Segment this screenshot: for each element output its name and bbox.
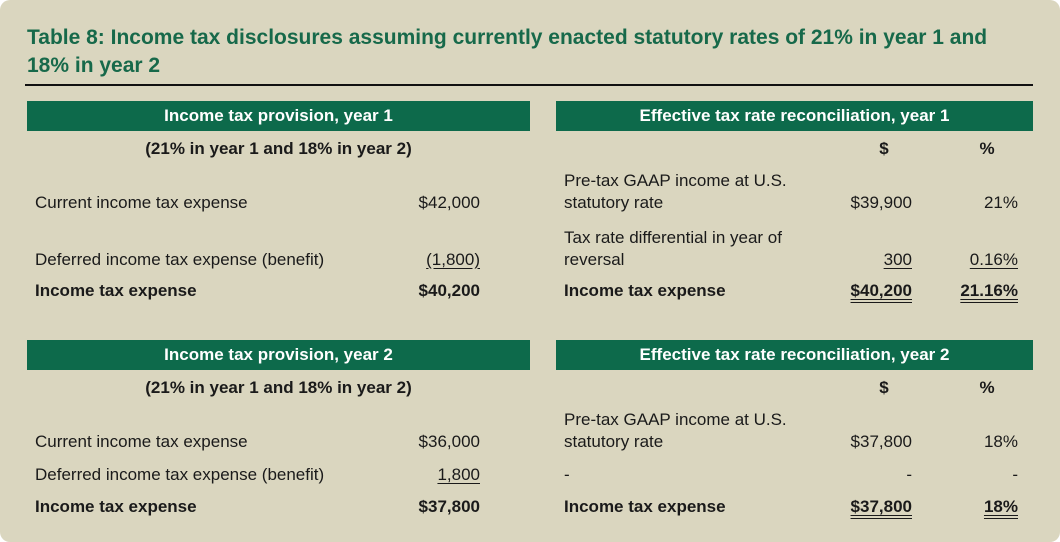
value-text: 1,800 (437, 465, 480, 484)
amount-text: $39,900 (850, 193, 912, 212)
row-value: (1,800) (426, 249, 480, 271)
row-label: Tax rate differential in year of reversa… (564, 228, 782, 269)
column-header: $ (879, 378, 889, 397)
row-percent: 21% (984, 192, 1018, 214)
row-label: Current income tax expense (35, 193, 248, 212)
title: Table 8: Income tax disclosures assuming… (27, 26, 988, 77)
value-text: (1,800) (426, 250, 480, 269)
percent-text: - (1012, 465, 1018, 484)
amount-text: 300 (883, 250, 912, 269)
row-amount: 300 (884, 249, 912, 271)
row-label: - (564, 465, 570, 484)
row-label: Deferred income tax expense (benefit) (35, 250, 325, 269)
percent-text: 0.16% (969, 250, 1018, 269)
amount-text: $37,800 (850, 432, 912, 451)
row-value: $40,200 (419, 280, 480, 302)
row-label: Deferred income tax expense (benefit) (35, 465, 325, 484)
row-value: 1,800 (437, 464, 480, 486)
panel-subtitle: (21% in year 1 and 18% in year 2) (145, 378, 412, 397)
panel-header: Income tax provision, year 2 (27, 340, 530, 370)
amount-text: - (906, 465, 912, 484)
column-header: $ (879, 139, 889, 158)
column-header: % (979, 139, 995, 158)
row-label: Pre-tax GAAP income at U.S. statutory ra… (564, 410, 787, 451)
row-percent: 18% (984, 431, 1018, 453)
amount-text: $40,200 (850, 281, 912, 300)
percent-text: 21.16% (960, 281, 1018, 300)
row-label: Income tax expense (564, 281, 726, 300)
percent-text: 21% (983, 193, 1018, 212)
row-label: Income tax expense (35, 281, 197, 300)
row-percent: 21.16% (960, 280, 1018, 302)
percent-text: 18% (983, 497, 1018, 516)
row-percent: 18% (984, 496, 1018, 518)
row-label: Current income tax expense (35, 432, 248, 451)
value-text: $36,000 (418, 432, 480, 451)
percent-text: 18% (983, 432, 1018, 451)
value-text: $37,800 (418, 497, 480, 516)
value-text: $40,200 (418, 281, 480, 300)
row-value: $36,000 (419, 431, 480, 453)
row-label: Income tax expense (564, 497, 726, 516)
row-amount: $40,200 (851, 280, 912, 302)
row-amount: $39,900 (851, 192, 912, 214)
row-amount: $37,800 (851, 496, 912, 518)
row-amount: - (906, 464, 912, 486)
title-rule (25, 84, 1033, 86)
row-percent: - (1012, 464, 1018, 486)
panel-subtitle: (21% in year 1 and 18% in year 2) (145, 139, 412, 158)
panel-header: Effective tax rate reconciliation, year … (556, 101, 1033, 131)
column-header: % (979, 378, 995, 397)
value-text: $42,000 (418, 193, 480, 212)
row-amount: $37,800 (851, 431, 912, 453)
row-percent: 0.16% (970, 249, 1018, 271)
amount-text: $37,800 (850, 497, 912, 516)
row-value: $37,800 (419, 496, 480, 518)
panel-header: Income tax provision, year 1 (27, 101, 530, 131)
row-label: Income tax expense (35, 497, 197, 516)
row-value: $42,000 (419, 192, 480, 214)
panel-header: Effective tax rate reconciliation, year … (556, 340, 1033, 370)
row-label: Pre-tax GAAP income at U.S. statutory ra… (564, 171, 787, 212)
